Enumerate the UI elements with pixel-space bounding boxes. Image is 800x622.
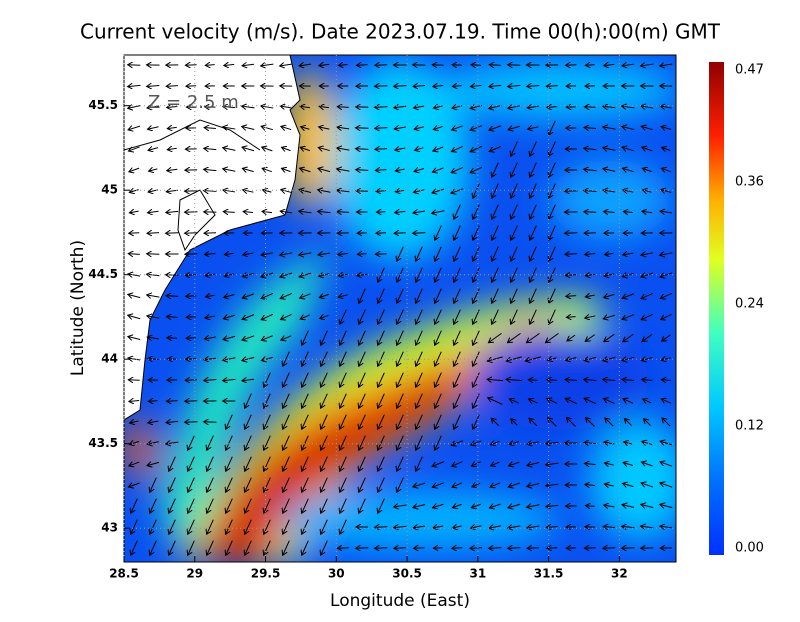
x-tick-label: 29 <box>186 567 203 581</box>
flow-arrow <box>432 65 444 66</box>
depth-annotation: Z = 2.5 m <box>148 92 239 113</box>
x-tick-label: 29.5 <box>251 567 281 581</box>
colorbar-tick-label: 0.47 <box>735 63 764 78</box>
y-tick-label: 44 <box>101 352 118 366</box>
flow-arrow <box>565 233 578 234</box>
x-tick-label: 28.5 <box>109 567 139 581</box>
flow-arrow <box>129 233 140 234</box>
flow-arrow <box>375 548 388 549</box>
y-tick-label: 43.5 <box>88 436 118 450</box>
flow-arrow <box>546 86 557 87</box>
x-tick-label: 31 <box>469 567 486 581</box>
flow-arrow <box>166 86 178 87</box>
flow-arrow <box>147 233 159 234</box>
flow-arrow <box>356 128 369 129</box>
flow-arrow <box>186 317 195 318</box>
flow-arrow <box>489 65 501 66</box>
flow-arrow <box>394 233 406 234</box>
colorbar-tick-label: 0.36 <box>735 174 764 189</box>
y-axis-label: Latitude (North) <box>68 240 88 376</box>
flow-arrow <box>508 65 521 66</box>
x-axis-label: Longitude (East) <box>330 591 470 611</box>
flow-arrow <box>128 65 141 66</box>
flow-arrow <box>413 548 424 549</box>
flow-arrow <box>566 65 577 66</box>
flow-arrow <box>337 212 349 213</box>
flow-arrow <box>508 548 521 549</box>
colorbar-tick-label: 0.12 <box>735 418 764 433</box>
y-tick-label: 43 <box>101 521 118 535</box>
flow-arrow <box>185 233 198 234</box>
flow-arrow <box>565 254 577 255</box>
flow-arrow <box>527 548 539 549</box>
flow-arrow <box>186 338 196 339</box>
flow-arrow <box>185 254 197 255</box>
colorbar <box>709 62 724 555</box>
flow-arrow <box>452 548 463 549</box>
flow-arrow <box>470 548 482 549</box>
flow-arrow <box>489 548 502 549</box>
flow-arrow <box>166 233 179 234</box>
flow-arrow <box>452 65 462 66</box>
flow-arrow <box>185 65 196 66</box>
chart-title: Current velocity (m/s). Date 2023.07.19.… <box>80 20 721 44</box>
x-tick-label: 30.5 <box>392 567 422 581</box>
y-tick-label: 45 <box>101 183 118 197</box>
y-tick-label: 44.5 <box>88 267 118 281</box>
y-tick-label: 45.5 <box>88 98 118 112</box>
colorbar-tick-label: 0.00 <box>735 541 764 556</box>
x-tick-label: 30 <box>328 567 345 581</box>
flow-arrow <box>375 86 388 87</box>
flow-arrow <box>394 548 406 549</box>
flow-arrow <box>376 191 386 192</box>
colorbar-tick-label: 0.24 <box>735 296 764 311</box>
x-tick-label: 31.5 <box>534 567 564 581</box>
flow-arrow <box>356 170 369 171</box>
flow-arrow <box>471 65 481 66</box>
flow-arrow <box>166 401 177 402</box>
flow-arrow <box>413 233 426 234</box>
x-tick-label: 32 <box>611 567 628 581</box>
flow-arrow <box>167 338 177 339</box>
flow-arrow <box>375 527 388 528</box>
